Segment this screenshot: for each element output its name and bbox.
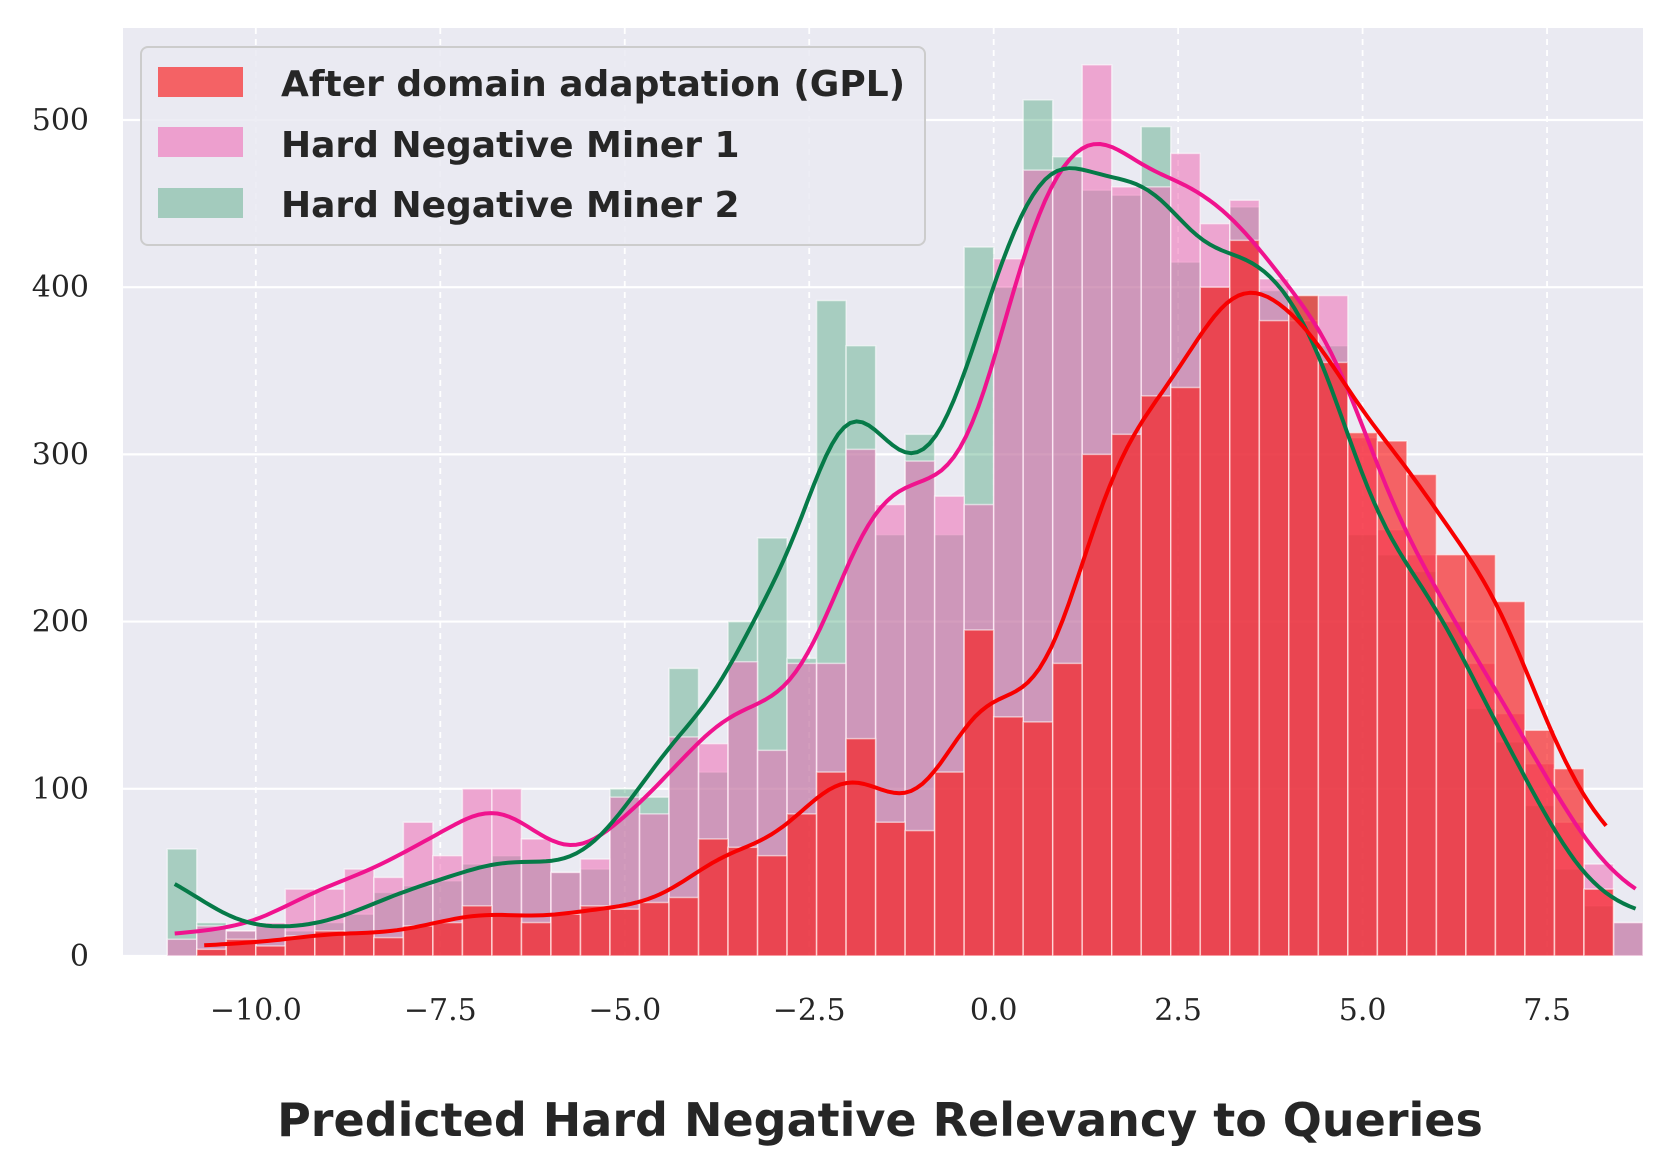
y-axis-ticks: 0 100 200 300 400 500: [32, 103, 89, 974]
bar-gpl-47: [1583, 888, 1615, 957]
bar-gpl-43: [1465, 553, 1497, 957]
bar-gpl-8: [432, 921, 464, 957]
y-tick-label-0: 0: [70, 939, 89, 974]
bar-gpl-19: [756, 854, 788, 957]
bar-gpl-28: [1022, 721, 1054, 957]
x-tick-label-5: 2.5: [1154, 993, 1202, 1028]
bar-gpl-40: [1376, 440, 1408, 957]
bar-gpl-11: [520, 921, 552, 957]
bar-gpl-36: [1258, 319, 1290, 957]
x-axis-ticks: −10.0 −7.5 −5.0 −2.5 0.0 2.5 5.0 7.5: [210, 993, 1571, 1028]
bar-gpl-34: [1199, 286, 1231, 957]
histogram-bars: [166, 64, 1644, 957]
bar-gpl-33: [1170, 386, 1202, 957]
bar-gpl-0: [196, 948, 228, 957]
kde-curve-miner-2: [173, 166, 1637, 929]
x-tick-label-3: −2.5: [773, 993, 846, 1028]
legend[interactable]: After domain adaptation (GPL) Hard Negat…: [140, 46, 926, 246]
x-tick-label-4: 0.0: [970, 993, 1018, 1028]
bar-gpl-35: [1229, 239, 1261, 957]
legend-label-miner-2: Hard Negative Miner 2: [281, 185, 740, 226]
bar-gpl-22: [845, 737, 877, 957]
x-axis-label: Predicted Hard Negative Relevancy to Que…: [277, 1093, 1483, 1147]
x-tick-label-7: 7.5: [1523, 993, 1571, 1028]
bar-gpl-14: [609, 908, 641, 957]
bar-gpl-20: [786, 813, 818, 957]
bar-gpl-31: [1110, 433, 1143, 957]
x-tick-label-2: −5.0: [588, 993, 661, 1028]
bar-gpl-2: [255, 945, 287, 957]
y-tick-label-5: 500: [32, 103, 89, 138]
legend-item-miner-2[interactable]: Hard Negative Miner 2: [158, 185, 740, 226]
legend-swatch-gpl: [158, 67, 243, 97]
y-tick-label-1: 100: [32, 772, 89, 807]
x-tick-label-1: −7.5: [404, 993, 477, 1028]
bar-gpl-27: [992, 716, 1024, 957]
y-tick-label-4: 400: [32, 270, 89, 305]
bar-gpl-12: [550, 913, 582, 957]
legend-label-gpl: After domain adaptation (GPL): [281, 64, 905, 105]
legend-item-miner-1[interactable]: Hard Negative Miner 1: [158, 125, 740, 166]
bar-gpl-18: [727, 846, 759, 957]
bar-gpl-25: [933, 771, 965, 957]
bar-gpl-5: [343, 931, 375, 957]
bar-gpl-24: [904, 829, 936, 957]
bar-gpl-39: [1347, 431, 1379, 957]
kde-curve-miner-1: [174, 142, 1637, 936]
x-tick-label-0: −10.0: [210, 993, 302, 1028]
bar-miner-1-49: [1612, 921, 1644, 957]
bar-gpl-41: [1406, 473, 1438, 957]
y-tick-label-2: 200: [32, 605, 89, 640]
x-tick-label-6: 5.0: [1339, 993, 1387, 1028]
bar-gpl-29: [1051, 662, 1083, 957]
bar-gpl-10: [491, 913, 523, 957]
bar-gpl-26: [963, 629, 995, 957]
bar-gpl-21: [815, 771, 847, 957]
bar-gpl-32: [1140, 395, 1172, 957]
bar-gpl-16: [668, 896, 700, 957]
bar-gpl-30: [1081, 453, 1113, 957]
legend-swatch-miner-2: [158, 188, 243, 218]
kde-curves: [173, 142, 1637, 948]
legend-label-miner-1: Hard Negative Miner 1: [281, 125, 740, 166]
bar-gpl-38: [1317, 361, 1349, 957]
kde-curve-gpl: [204, 290, 1608, 948]
bar-gpl-6: [373, 936, 405, 957]
legend-frame: [140, 46, 926, 246]
bars-gpl: [196, 239, 1615, 957]
legend-item-gpl[interactable]: After domain adaptation (GPL): [158, 64, 905, 105]
bar-gpl-23: [874, 821, 906, 957]
bar-gpl-13: [579, 905, 611, 957]
bar-gpl-37: [1288, 294, 1320, 957]
legend-swatch-miner-1: [158, 127, 243, 157]
bar-gpl-15: [638, 901, 670, 957]
bar-miner-1-0: [166, 938, 198, 957]
y-tick-label-3: 300: [32, 437, 89, 472]
